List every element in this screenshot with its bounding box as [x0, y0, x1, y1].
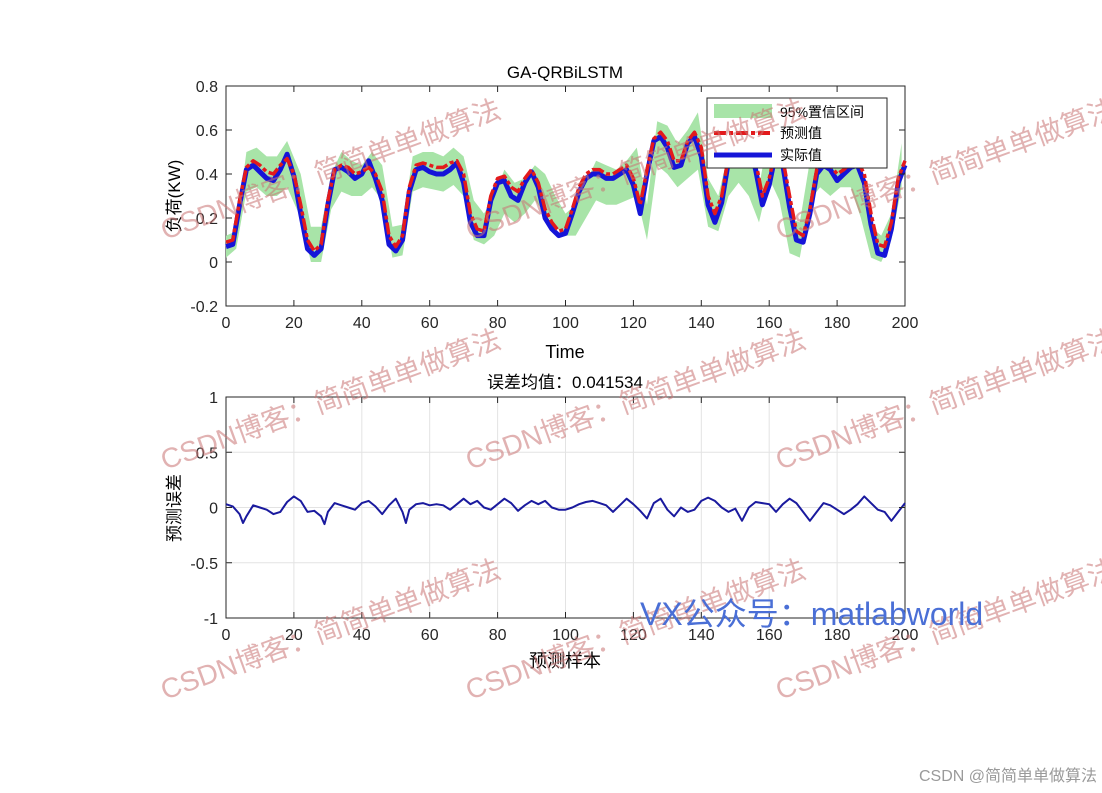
y-tick-label: -0.5 [190, 556, 218, 573]
top-legend: 95%置信区间 预测值 实际值 [706, 97, 888, 169]
bottom-x-axis-label: 预测样本 [529, 651, 601, 671]
bottom-axes: 0 20 40 60 80 100 120 140 160 180 200 -1 -0.5 0 0.5 1 误… [165, 373, 918, 671]
x-tick-label: 140 [688, 315, 715, 332]
x-tick-label: 120 [620, 627, 647, 644]
y-tick-label: 0 [209, 501, 218, 518]
y-tick-label: 0.6 [196, 123, 218, 140]
legend-label-band: 95%置信区间 [780, 104, 864, 120]
x-tick-label: 120 [620, 315, 647, 332]
x-tick-label: 20 [285, 627, 303, 644]
top-chart-title: GA-QRBiLSTM [507, 63, 623, 82]
x-tick-label: 140 [688, 627, 715, 644]
x-tick-label: 160 [756, 627, 783, 644]
y-tick-label: 0.2 [196, 211, 218, 228]
x-tick-label: 0 [222, 315, 231, 332]
x-tick-label: 60 [421, 627, 439, 644]
y-tick-label: -1 [204, 611, 218, 628]
prediction-error-line [225, 495, 906, 526]
x-tick-label: 80 [489, 315, 507, 332]
footer-credit: CSDN @简简单单做算法 [919, 766, 1097, 785]
y-tick-label: 0.5 [196, 445, 218, 462]
legend-label-predicted: 预测值 [780, 125, 822, 141]
y-tick-label: 1 [209, 390, 218, 407]
x-tick-label: 0 [222, 627, 231, 644]
x-tick-label: 40 [353, 627, 371, 644]
x-tick-label: 180 [824, 627, 851, 644]
x-tick-label: 200 [892, 627, 919, 644]
legend-band-swatch [714, 104, 772, 118]
x-tick-label: 200 [892, 315, 919, 332]
x-tick-label: 80 [489, 627, 507, 644]
bottom-y-axis-label: 预测误差 [165, 474, 184, 542]
predicted-value-line [225, 130, 907, 253]
x-tick-label: 180 [824, 315, 851, 332]
bottom-axis-ticks: 0 20 40 60 80 100 120 140 160 180 200 -1 -0.5 0 0.5 1 [190, 390, 918, 644]
top-y-axis-label: 负荷(KW) [165, 160, 184, 233]
bottom-grid [226, 397, 905, 618]
y-tick-label: 0.4 [196, 167, 218, 184]
x-tick-label: 20 [285, 315, 303, 332]
y-tick-label: -0.2 [190, 299, 218, 316]
top-x-axis-label: Time [545, 342, 584, 362]
x-tick-label: 100 [552, 315, 579, 332]
top-axis-ticks: 0 20 40 60 80 100 120 140 160 180 200-0.200.20.40.… [190, 79, 918, 332]
y-tick-label: 0 [209, 255, 218, 272]
legend-label-actual: 实际值 [780, 147, 822, 163]
x-tick-label: 60 [421, 315, 439, 332]
top-axes: 0 20 40 60 80 100 120 140 160 180 200-0.200.20.40.… [165, 63, 918, 362]
bottom-series-layer [225, 495, 906, 526]
x-tick-label: 40 [353, 315, 371, 332]
bottom-chart-title: 误差均值：0.041534 [487, 373, 643, 392]
top-series-layer [225, 130, 908, 258]
x-tick-label: 100 [552, 627, 579, 644]
vx-watermark: VX公众号：matlabworld [640, 596, 983, 632]
y-tick-label: 0.8 [196, 79, 218, 96]
x-tick-label: 160 [756, 315, 783, 332]
